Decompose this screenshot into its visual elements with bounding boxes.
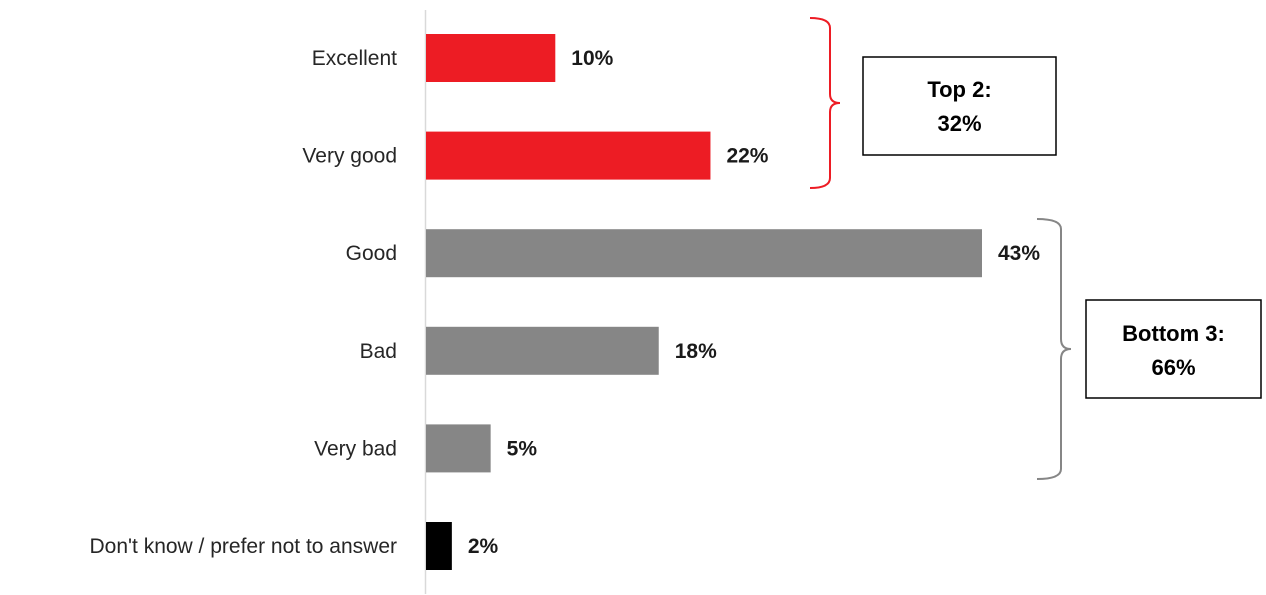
category-label-very-bad: Very bad — [314, 437, 397, 460]
value-label-very-bad: 5% — [507, 437, 538, 460]
bar-bad — [426, 326, 659, 375]
top2-summary-box — [862, 56, 1057, 156]
value-label-don-t-know-prefer-not-to-answer: 2% — [468, 535, 499, 558]
bottom3-summary-title: Bottom 3: — [1122, 321, 1225, 346]
category-label-bad: Bad — [360, 340, 397, 363]
value-label-excellent: 10% — [571, 47, 613, 70]
category-label-excellent: Excellent — [312, 47, 397, 70]
value-label-bad: 18% — [675, 340, 717, 363]
bar-don-t-know-prefer-not-to-answer — [426, 522, 452, 570]
top2-bracket — [809, 17, 841, 189]
bar-good — [426, 229, 982, 278]
bar-very-bad — [426, 424, 491, 473]
value-label-very-good: 22% — [726, 145, 768, 168]
top2-summary-value: 32% — [937, 111, 981, 136]
bottom3-summary-box — [1085, 299, 1262, 399]
value-label-good: 43% — [998, 242, 1040, 265]
category-label-very-good: Very good — [302, 145, 397, 168]
top2-summary-title: Top 2: — [927, 77, 991, 102]
bottom3-summary-value: 66% — [1151, 355, 1195, 380]
category-label-good: Good — [346, 242, 397, 265]
bar-excellent — [426, 34, 556, 82]
category-label-don-t-know-prefer-not-to-answer: Don't know / prefer not to answer — [90, 535, 398, 558]
bottom3-bracket — [1036, 218, 1072, 480]
bar-very-good — [426, 131, 711, 180]
